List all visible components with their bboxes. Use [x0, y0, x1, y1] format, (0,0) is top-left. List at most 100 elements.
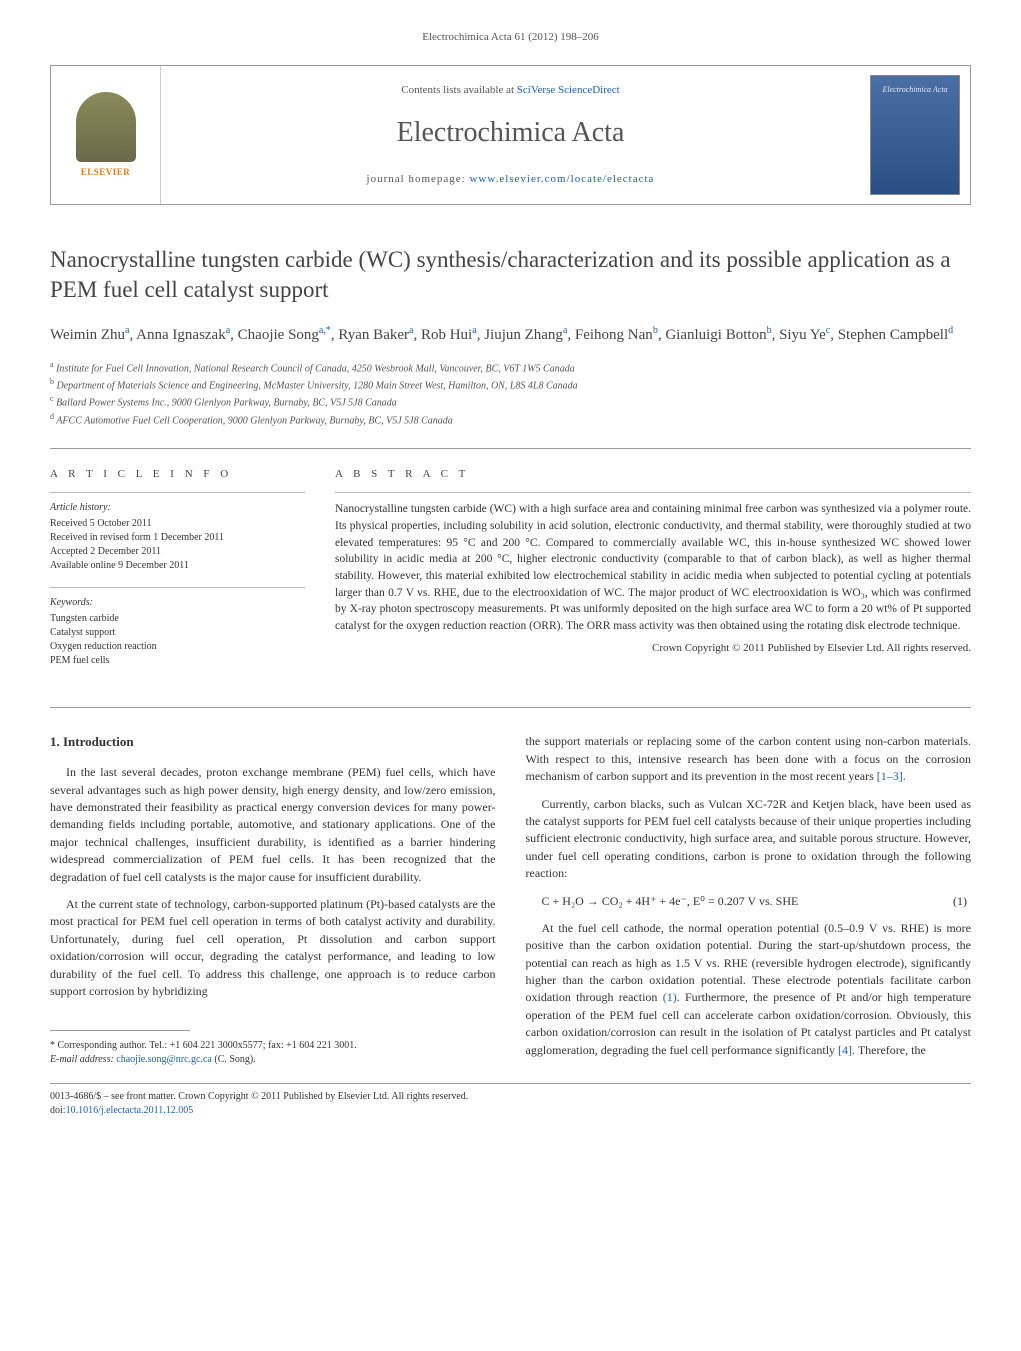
corresponding-author-note: * Corresponding author. Tel.: +1 604 221… [50, 1039, 496, 1053]
author: Weimin Zhua [50, 327, 129, 343]
footnote-separator [50, 1030, 190, 1031]
affiliation: b Department of Materials Science and En… [50, 376, 971, 393]
info-divider-top [50, 448, 971, 449]
affiliation: a Institute for Fuel Cell Innovation, Na… [50, 359, 971, 376]
author-list: Weimin Zhua, Anna Ignaszaka, Chaojie Son… [50, 323, 971, 347]
cover-title: Electrochimica Acta [882, 84, 947, 95]
doi-link[interactable]: 10.1016/j.electacta.2011.12.005 [66, 1105, 194, 1116]
article-title: Nanocrystalline tungsten carbide (WC) sy… [50, 245, 971, 305]
citation-link[interactable]: [4] [838, 1043, 852, 1057]
journal-name: Electrochimica Acta [397, 113, 625, 152]
body-paragraph: Currently, carbon blacks, such as Vulcan… [526, 796, 972, 883]
equation-body: C + H₂O → CO₂ + 4H⁺ + 4e⁻, E⁰ = 0.207 V … [526, 893, 954, 910]
email-label: E-mail address: [50, 1054, 116, 1065]
author: Gianluigi Bottonb [665, 327, 771, 343]
author: Rob Huia [421, 327, 477, 343]
journal-header-center: Contents lists available at SciVerse Sci… [161, 66, 860, 204]
article-info-heading: A R T I C L E I N F O [50, 467, 305, 482]
info-subdivider [50, 587, 305, 588]
contents-prefix: Contents lists available at [401, 84, 516, 96]
journal-cover-thumbnail[interactable]: Electrochimica Acta [870, 75, 960, 195]
author-affiliation-marker: a [409, 325, 413, 336]
doi-prefix: doi: [50, 1105, 66, 1116]
journal-homepage-link[interactable]: www.elsevier.com/locate/electacta [469, 173, 654, 185]
corresponding-email-link[interactable]: chaojie.song@nrc.gc.ca [116, 1054, 212, 1065]
affiliation-list: a Institute for Fuel Cell Innovation, Na… [50, 359, 971, 428]
body-paragraph: At the current state of technology, carb… [50, 896, 496, 1000]
affiliation: c Ballard Power Systems Inc., 9000 Glenl… [50, 393, 971, 410]
bottom-bar: 0013-4686/$ – see front matter. Crown Co… [50, 1083, 971, 1118]
abstract-copyright: Crown Copyright © 2011 Published by Else… [335, 641, 971, 656]
equation-row: C + H₂O → CO₂ + 4H⁺ + 4e⁻, E⁰ = 0.207 V … [526, 893, 972, 910]
section-title: Introduction [63, 734, 134, 749]
author-affiliation-marker: d [948, 325, 953, 336]
keyword: Catalyst support [50, 626, 305, 640]
body-two-column: 1. Introduction In the last several deca… [50, 733, 971, 1069]
info-divider-bottom [50, 707, 971, 708]
elsevier-tree-icon [76, 92, 136, 162]
section-number: 1. [50, 734, 60, 749]
keyword: PEM fuel cells [50, 654, 305, 668]
equation-number: (1) [953, 893, 971, 910]
author-affiliation-marker: a,* [319, 325, 331, 336]
body-paragraph: the support materials or replacing some … [526, 733, 972, 785]
left-column: 1. Introduction In the last several deca… [50, 733, 496, 1069]
author-affiliation-marker: b [767, 325, 772, 336]
contents-available-line: Contents lists available at SciVerse Sci… [401, 83, 619, 98]
affiliation: d AFCC Automotive Fuel Cell Cooperation,… [50, 411, 971, 428]
abstract-subdivider [335, 492, 971, 493]
email-line: E-mail address: chaojie.song@nrc.gc.ca (… [50, 1053, 496, 1067]
keywords-label: Keywords: [50, 596, 305, 610]
front-matter-line: 0013-4686/$ – see front matter. Crown Co… [50, 1090, 971, 1104]
author-affiliation-marker: a [563, 325, 567, 336]
journal-cover-cell: Electrochimica Acta [860, 66, 970, 204]
author-affiliation-marker: b [653, 325, 658, 336]
publisher-logo-cell: ELSEVIER [51, 66, 161, 204]
author-affiliation-marker: a [472, 325, 476, 336]
footnotes: * Corresponding author. Tel.: +1 604 221… [50, 1039, 496, 1067]
author: Siyu Yec [779, 327, 830, 343]
author-affiliation-marker: c [826, 325, 830, 336]
article-info-column: A R T I C L E I N F O Article history: R… [50, 467, 305, 682]
journal-reference: Electrochimica Acta 61 (2012) 198–206 [50, 30, 971, 45]
keyword: Oxygen reduction reaction [50, 640, 305, 654]
affiliation-marker: c [50, 394, 54, 403]
author: Ryan Bakera [338, 327, 413, 343]
author-affiliation-marker: a [125, 325, 129, 336]
author: Jiujun Zhanga [484, 327, 567, 343]
abstract-column: A B S T R A C T Nanocrystalline tungsten… [335, 467, 971, 682]
history-label: Article history: [50, 501, 305, 515]
author-affiliation-marker: a [226, 325, 230, 336]
homepage-prefix: journal homepage: [367, 173, 470, 185]
body-paragraph: In the last several decades, proton exch… [50, 764, 496, 886]
affiliation-marker: a [50, 360, 54, 369]
elsevier-logo[interactable]: ELSEVIER [66, 85, 146, 185]
info-subdivider [50, 492, 305, 493]
history-line: Received 5 October 2011 [50, 517, 305, 531]
equation-ref-link[interactable]: (1) [663, 990, 677, 1004]
history-line: Available online 9 December 2011 [50, 559, 305, 573]
keyword: Tungsten carbide [50, 612, 305, 626]
affiliation-marker: d [50, 412, 54, 421]
article-history-block: Article history: Received 5 October 2011… [50, 501, 305, 573]
journal-header-box: ELSEVIER Contents lists available at Sci… [50, 65, 971, 205]
section-heading: 1. Introduction [50, 733, 496, 752]
body-text: . [903, 769, 906, 783]
email-suffix: (C. Song). [212, 1054, 256, 1065]
doi-line: doi:10.1016/j.electacta.2011.12.005 [50, 1104, 971, 1118]
author: Stephen Campbelld [838, 327, 953, 343]
publisher-name: ELSEVIER [81, 166, 131, 179]
author: Anna Ignaszaka [136, 327, 230, 343]
sciencedirect-link[interactable]: SciVerse ScienceDirect [517, 84, 620, 96]
body-paragraph: At the fuel cell cathode, the normal ope… [526, 920, 972, 1059]
right-column: the support materials or replacing some … [526, 733, 972, 1069]
journal-homepage-line: journal homepage: www.elsevier.com/locat… [367, 172, 655, 187]
abstract-text: Nanocrystalline tungsten carbide (WC) wi… [335, 501, 971, 634]
info-abstract-row: A R T I C L E I N F O Article history: R… [50, 467, 971, 682]
abstract-heading: A B S T R A C T [335, 467, 971, 482]
author: Feihong Nanb [575, 327, 658, 343]
history-line: Accepted 2 December 2011 [50, 545, 305, 559]
history-line: Received in revised form 1 December 2011 [50, 531, 305, 545]
citation-link[interactable]: [1–3] [877, 769, 903, 783]
body-text: . Therefore, the [852, 1043, 926, 1057]
